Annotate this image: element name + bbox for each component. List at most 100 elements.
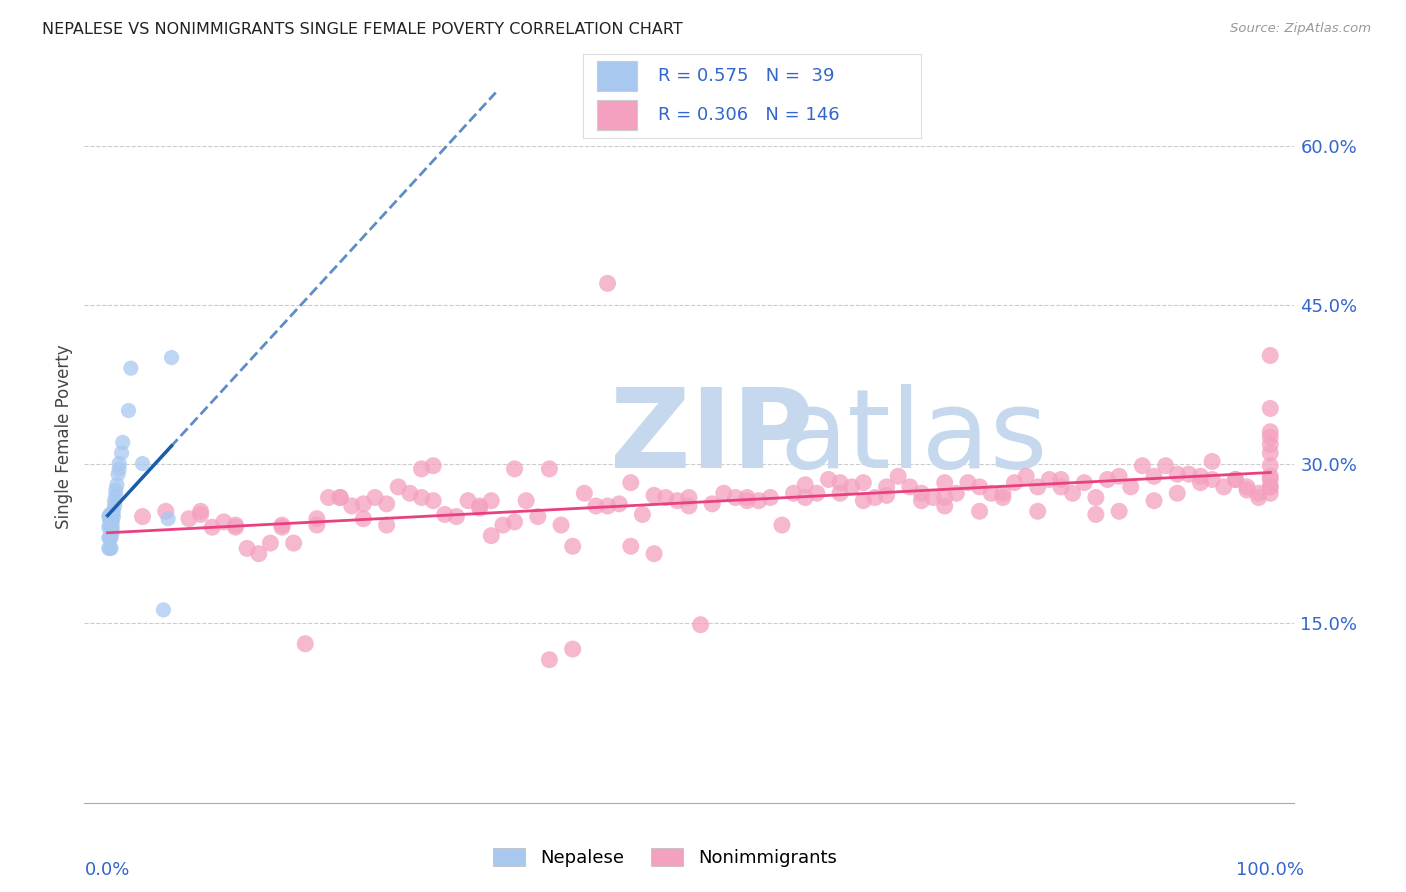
Point (1154, 458, 1177, 473)
Point (806, 486, 828, 500)
Point (607, 497, 630, 511)
Point (1026, 480, 1049, 494)
Text: atlas: atlas (780, 384, 1047, 491)
Point (1258, 437, 1281, 451)
Text: ZIP: ZIP (610, 384, 814, 491)
Point (101, 520, 124, 534)
Point (468, 499, 491, 513)
Point (922, 491, 945, 505)
Point (1258, 469, 1281, 483)
Point (100, 508, 122, 522)
Point (643, 547, 665, 561)
Point (98, 512, 121, 526)
Point (702, 497, 724, 511)
Point (318, 491, 340, 505)
Point (561, 642, 583, 657)
Point (352, 497, 374, 511)
Point (1201, 473, 1223, 487)
Point (305, 512, 328, 526)
Point (387, 480, 409, 494)
Point (1225, 473, 1247, 487)
Point (479, 529, 502, 543)
FancyBboxPatch shape (598, 62, 637, 91)
Point (817, 473, 839, 487)
Point (101, 509, 124, 524)
Point (538, 462, 561, 476)
Point (620, 539, 643, 553)
Point (1236, 483, 1258, 497)
Point (1004, 475, 1026, 490)
Text: Source: ZipAtlas.com: Source: ZipAtlas.com (1230, 22, 1371, 36)
Point (770, 518, 793, 533)
Point (550, 518, 572, 533)
Point (492, 518, 515, 533)
Point (271, 518, 294, 533)
Point (910, 493, 932, 508)
Point (574, 486, 596, 500)
Point (1132, 458, 1154, 473)
Point (104, 493, 127, 508)
Point (399, 486, 422, 500)
Point (1119, 480, 1142, 494)
Point (1258, 480, 1281, 494)
Point (100, 525, 122, 540)
Point (117, 403, 139, 417)
Point (1178, 467, 1201, 482)
Point (294, 637, 316, 651)
Point (1166, 486, 1188, 500)
Point (97, 541, 120, 556)
Point (1212, 480, 1234, 494)
Point (678, 491, 700, 505)
Point (969, 504, 991, 518)
Point (1258, 486, 1281, 500)
Point (956, 475, 979, 490)
Point (98, 515, 121, 529)
Point (527, 509, 550, 524)
Point (991, 486, 1014, 500)
Point (110, 446, 132, 460)
Point (329, 491, 352, 505)
Point (236, 541, 259, 556)
Point (1097, 473, 1119, 487)
Point (1166, 467, 1188, 482)
Point (120, 361, 142, 376)
Point (1108, 469, 1130, 483)
Point (446, 509, 468, 524)
Point (131, 509, 153, 524)
Point (329, 491, 352, 505)
Point (1258, 473, 1281, 487)
Point (160, 351, 183, 365)
Point (1062, 486, 1084, 500)
Point (515, 493, 537, 508)
Point (101, 525, 124, 540)
Point (1050, 480, 1073, 494)
Point (830, 486, 852, 500)
Point (131, 457, 153, 471)
Point (271, 520, 294, 534)
Point (1189, 475, 1212, 490)
Point (177, 512, 200, 526)
Point (503, 515, 526, 529)
Point (155, 504, 177, 518)
FancyBboxPatch shape (598, 100, 637, 130)
Point (969, 480, 991, 494)
Point (735, 493, 758, 508)
Point (100, 541, 122, 556)
Point (1258, 430, 1281, 444)
Point (375, 497, 398, 511)
Point (666, 493, 689, 508)
Point (100, 512, 122, 526)
Point (748, 493, 770, 508)
Point (1038, 473, 1060, 487)
Point (97, 531, 120, 545)
Point (1247, 491, 1270, 505)
Point (225, 520, 247, 534)
Point (468, 501, 491, 516)
Point (352, 512, 374, 526)
Point (1143, 469, 1166, 483)
Point (104, 499, 127, 513)
Point (283, 536, 305, 550)
Point (340, 499, 363, 513)
Point (97, 509, 120, 524)
Point (157, 512, 180, 526)
